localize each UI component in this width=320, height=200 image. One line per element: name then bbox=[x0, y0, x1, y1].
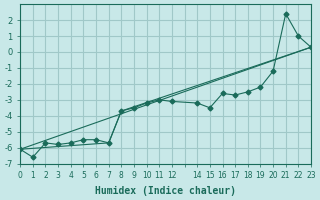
X-axis label: Humidex (Indice chaleur): Humidex (Indice chaleur) bbox=[95, 186, 236, 196]
